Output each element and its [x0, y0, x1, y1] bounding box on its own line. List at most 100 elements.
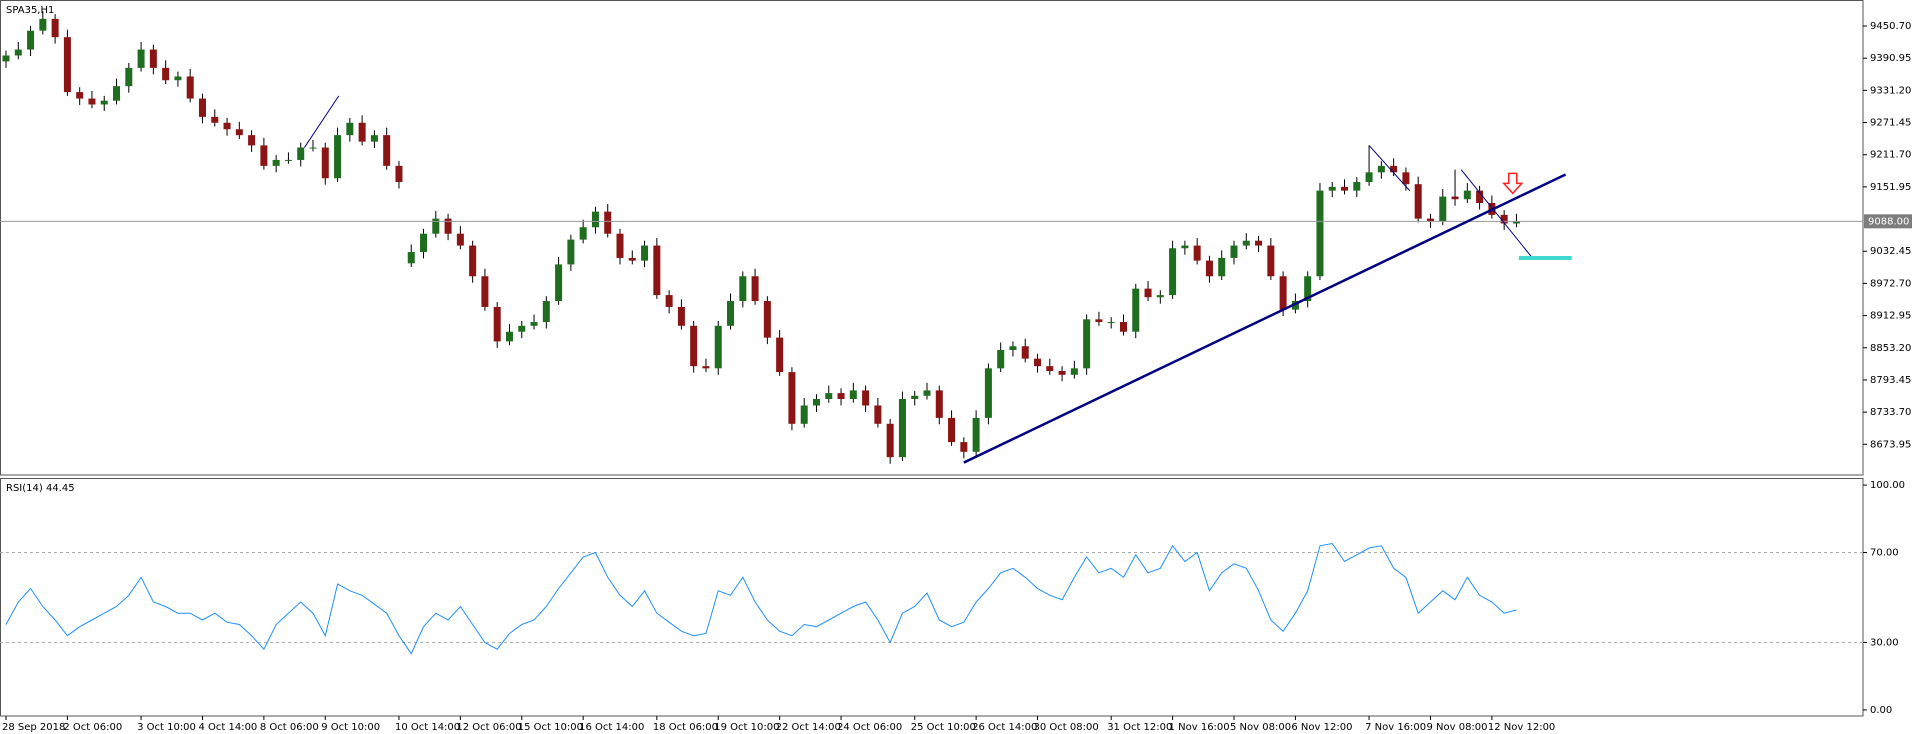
- candle-body: [1169, 248, 1177, 296]
- x-tick-label: 1 Nov 16:00: [1169, 722, 1230, 733]
- x-tick-label: 12 Oct 06:00: [456, 722, 521, 733]
- candle-body: [1046, 366, 1054, 372]
- main-panel: [0, 0, 1864, 476]
- candle-body: [174, 76, 182, 81]
- candle-body: [812, 399, 820, 406]
- rsi-panel: [0, 478, 1864, 717]
- x-tick-label: 2 Oct 06:00: [63, 722, 122, 733]
- candle-body: [1353, 182, 1361, 191]
- candle-body: [702, 366, 710, 369]
- candle-body: [518, 325, 526, 332]
- candle-body: [1304, 276, 1312, 302]
- candle-body: [383, 135, 391, 166]
- y-tick-label: 30.00: [1870, 637, 1899, 648]
- candle-body: [935, 390, 943, 418]
- x-tick-label: 9 Nov 08:00: [1426, 722, 1487, 733]
- candle-body: [616, 233, 624, 258]
- candle-body: [714, 325, 722, 369]
- candle-body: [849, 390, 857, 400]
- y-tick-label: 0.00: [1870, 705, 1892, 716]
- x-tick-label: 25 Oct 10:00: [911, 722, 976, 733]
- candle-body: [14, 49, 22, 56]
- x-tick-label: 24 Oct 06:00: [837, 722, 902, 733]
- candle-body: [1107, 322, 1115, 324]
- candle-body: [997, 350, 1005, 369]
- candle-body: [1365, 172, 1373, 183]
- candle-body: [1021, 346, 1029, 359]
- candle-body: [984, 368, 992, 418]
- candle-body: [898, 399, 906, 458]
- candle-body: [665, 295, 673, 307]
- y-tick-label: 8912.95: [1870, 311, 1911, 322]
- x-tick-label: 15 Oct 10:00: [518, 722, 583, 733]
- candle-body: [39, 18, 47, 31]
- x-tick-label: 3 Oct 10:00: [137, 722, 196, 733]
- candle-body: [1218, 257, 1226, 277]
- y-tick-label: 9032.45: [1870, 246, 1911, 257]
- trend-line: [1368, 145, 1410, 191]
- candle-body: [469, 245, 477, 277]
- x-tick-label: 31 Oct 12:00: [1107, 722, 1172, 733]
- candle-body: [1193, 245, 1201, 261]
- candle-body: [727, 301, 735, 326]
- y-tick-label: 9151.95: [1870, 182, 1911, 193]
- candle-body: [444, 218, 452, 234]
- candle-body: [1083, 319, 1091, 369]
- candle-body: [604, 211, 612, 234]
- candle-body: [591, 211, 599, 228]
- y-tick-label: 8733.70: [1870, 407, 1911, 418]
- x-tick-label: 28 Sep 2018: [2, 722, 65, 733]
- candle-body: [1463, 190, 1471, 200]
- candle-body: [960, 442, 968, 452]
- candle-body: [751, 276, 759, 302]
- candle-body: [248, 135, 256, 146]
- candle-body: [530, 322, 538, 326]
- candle-body: [27, 30, 35, 50]
- candle-body: [1156, 295, 1164, 298]
- x-tick-label: 8 Oct 06:00: [260, 722, 319, 733]
- x-tick-label: 6 Nov 12:00: [1291, 722, 1352, 733]
- candle-body: [76, 92, 84, 99]
- y-tick-label: 100.00: [1870, 480, 1905, 491]
- candle-body: [125, 67, 133, 87]
- x-tick-label: 4 Oct 14:00: [198, 722, 257, 733]
- candle-body: [198, 98, 206, 117]
- candle-body: [1377, 165, 1385, 173]
- candle-body: [677, 306, 685, 326]
- x-tick-label: 26 Oct 14:00: [972, 722, 1037, 733]
- candle-body: [542, 301, 550, 323]
- candle-body: [481, 276, 489, 307]
- trend-line: [303, 95, 340, 148]
- candle-body: [1291, 301, 1299, 310]
- x-tick-label: 5 Nov 08:00: [1230, 722, 1291, 733]
- candle-body: [493, 306, 501, 342]
- chart-title: SPA35,H1: [6, 5, 54, 16]
- trend-line: [1460, 169, 1533, 259]
- candle-body: [800, 405, 808, 424]
- candle-body: [321, 147, 329, 179]
- candle-body: [1451, 196, 1459, 200]
- candle-body: [886, 423, 894, 458]
- candle-body: [763, 301, 771, 338]
- candle-body: [100, 100, 108, 105]
- x-tick-label: 19 Oct 10:00: [714, 722, 779, 733]
- trend-line: [963, 173, 1567, 464]
- candle-body: [739, 276, 747, 302]
- candle-body: [923, 390, 931, 396]
- candle-body: [297, 147, 305, 160]
- candle-body: [788, 372, 796, 424]
- current-price-box: [1864, 214, 1912, 229]
- candle-body: [235, 129, 243, 136]
- candle-body: [555, 264, 563, 302]
- candle-body: [579, 227, 587, 240]
- candle-body: [358, 122, 366, 142]
- candle-body: [137, 49, 145, 68]
- candle-body: [211, 116, 219, 123]
- candle-body: [407, 252, 415, 264]
- y-tick-label: 9271.45: [1870, 118, 1911, 129]
- candle-body: [1328, 186, 1336, 191]
- candle-body: [186, 76, 194, 99]
- candle-body: [1316, 190, 1324, 277]
- x-tick-label: 12 Nov 12:00: [1488, 722, 1555, 733]
